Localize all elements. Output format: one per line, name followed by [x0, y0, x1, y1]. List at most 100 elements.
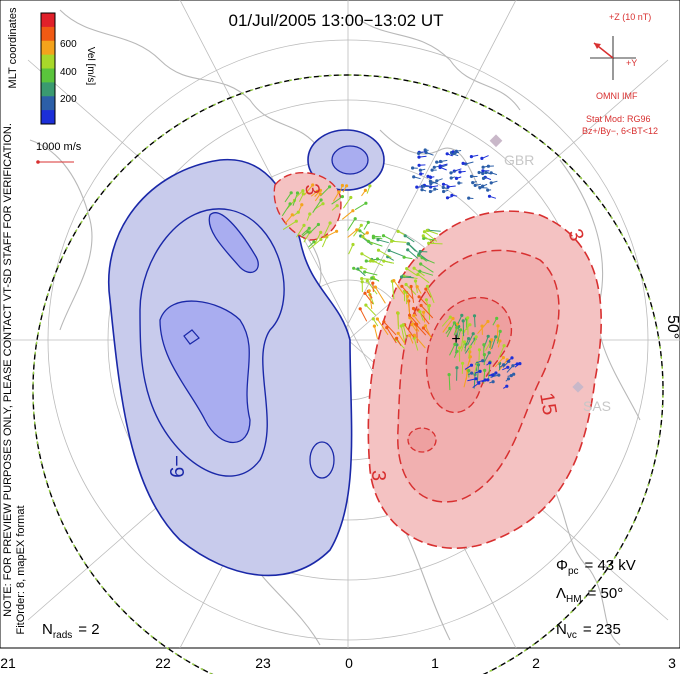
velocity-vector	[477, 321, 489, 335]
vector-origin	[418, 249, 422, 254]
velocity-vector	[415, 323, 427, 336]
vector-origin	[505, 384, 509, 388]
vector-origin	[335, 204, 339, 208]
velocity-vector	[496, 331, 501, 344]
velocity-vector	[383, 260, 395, 264]
vector-origin	[425, 228, 429, 232]
vector-origin	[417, 252, 421, 256]
velocity-vector	[354, 202, 367, 211]
vector-origin	[408, 313, 412, 317]
scale-label: 1000 m/s	[36, 141, 82, 153]
vector-origin	[481, 184, 485, 188]
velocity-vector	[406, 268, 418, 277]
vector-origin	[353, 217, 357, 221]
vector-origin	[455, 326, 459, 330]
vector-origin	[518, 362, 522, 366]
vector-origin	[471, 181, 475, 185]
vector-origin	[506, 365, 510, 369]
velocity-vector	[364, 292, 374, 305]
colorbar-segment	[41, 110, 55, 125]
velocity-vector	[424, 325, 432, 339]
velocity-vector	[365, 304, 377, 316]
velocity-vector	[428, 242, 443, 245]
vector-origin	[376, 238, 380, 242]
velocity-vector	[284, 214, 293, 225]
mlt-tick: 3	[668, 655, 676, 671]
vector-origin	[430, 168, 434, 172]
vector-origin	[319, 237, 323, 241]
vector-origin	[494, 335, 498, 339]
vector-origin	[371, 317, 375, 321]
vector-origin	[477, 348, 481, 352]
velocity-vectors	[281, 148, 522, 391]
vector-origin	[300, 203, 304, 207]
velocity-vector	[483, 336, 489, 349]
vector-origin	[445, 196, 450, 200]
vector-origin	[487, 194, 492, 198]
velocity-vector	[488, 361, 491, 380]
colorbar-segment	[41, 96, 55, 111]
vector-origin	[483, 378, 487, 382]
vector-origin	[372, 324, 376, 328]
vector-origin	[409, 284, 413, 289]
vector-origin	[417, 163, 421, 167]
fit-stats: Φpc = 43 kV ΛHM = 50° Nvc = 235 Nrads = 2	[42, 557, 636, 641]
vector-origin	[459, 328, 463, 332]
velocity-vector	[376, 318, 389, 336]
vector-origin	[308, 212, 312, 216]
vector-origin	[290, 213, 294, 217]
imf-stat-mod: Stat Mod: RG96	[586, 114, 651, 124]
imf-z-label: +Z (10 nT)	[609, 12, 651, 22]
velocity-vector	[417, 274, 430, 284]
velocity-vector	[361, 253, 372, 260]
velocity-vector	[464, 338, 470, 349]
vector-origin	[328, 185, 332, 189]
vector-origin	[441, 185, 445, 190]
velocity-vector	[400, 325, 406, 343]
vector-origin	[481, 359, 485, 363]
vector-origin	[364, 259, 368, 263]
vector-origin	[425, 284, 429, 288]
vector-origin	[351, 209, 355, 213]
velocity-vector	[413, 337, 419, 351]
vector-origin	[406, 242, 410, 246]
vector-origin	[301, 192, 305, 196]
velocity-colorbar	[40, 12, 56, 125]
contour-label: 3	[367, 470, 389, 481]
vector-origin	[450, 193, 454, 197]
mlt-axis: 21 22 23 0 1 2 3	[0, 655, 676, 671]
vector-origin	[466, 316, 470, 320]
vector-origin	[412, 314, 416, 318]
vector-origin	[319, 230, 323, 234]
imf-panel: +Z (10 nT) +Y OMNI IMF Stat Mod: RG96 Bz…	[582, 12, 658, 136]
vector-origin	[399, 275, 404, 279]
vector-origin	[435, 160, 439, 164]
colorbar-segment	[41, 26, 55, 42]
colorbar-segment	[41, 82, 55, 97]
vector-origin	[415, 285, 419, 289]
neg-small-loop	[309, 441, 335, 479]
velocity-vector	[460, 341, 465, 352]
colorbar-segment	[41, 13, 55, 28]
latitude-label: 50°	[664, 315, 680, 339]
vector-origin	[510, 356, 514, 360]
velocity-vector	[463, 370, 469, 388]
vector-origin	[401, 323, 405, 327]
velocity-vector	[281, 203, 291, 217]
velocity-vector	[409, 314, 417, 324]
pos-small-core	[407, 427, 437, 453]
vector-origin	[480, 156, 484, 160]
contour-label: 15	[535, 391, 561, 417]
vector-origin	[335, 229, 339, 233]
vector-origin	[502, 363, 506, 367]
vector-origin	[422, 310, 426, 314]
vector-origin	[455, 349, 459, 353]
vector-origin	[340, 195, 344, 199]
vector-origin	[349, 195, 353, 200]
velocity-vector	[377, 239, 389, 244]
velocity-vector	[386, 327, 397, 344]
vector-origin	[289, 191, 293, 195]
vector-origin	[423, 324, 427, 328]
velocity-vector	[419, 270, 434, 276]
vector-origin	[402, 255, 406, 259]
